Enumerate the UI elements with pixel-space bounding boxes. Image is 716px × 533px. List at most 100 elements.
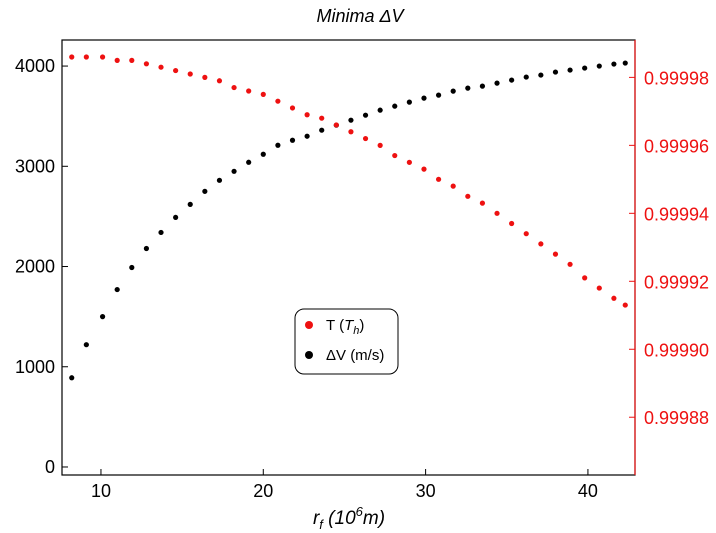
series-t [69,54,628,308]
x-tick-label: 10 [91,481,111,501]
x-axis-label-base: r [313,508,320,529]
y2-tick-label: 0.99988 [644,408,709,428]
t-point [289,105,296,111]
delta-v-point [143,245,150,252]
y-axis-left: 0 1000 2000 3000 4000 [15,56,68,477]
y2-tick-label: 0.99994 [644,204,709,224]
t-point [99,54,106,60]
delta-v-point [216,177,223,183]
delta-v-point [319,127,325,133]
x-tick-label: 30 [416,481,436,501]
t-point [216,78,223,84]
delta-v-point [69,375,75,381]
y2-tick-label: 0.99992 [644,272,709,292]
x-axis-label: rf (106m) [313,504,385,532]
t-point [173,67,179,74]
x-axis: 10 20 30 40 [91,469,598,501]
t-point [494,210,500,216]
t-point [69,54,75,60]
t-point [348,129,354,135]
delta-v-point [567,67,573,73]
t-point [246,88,252,94]
delta-v-point [596,63,602,69]
delta-v-point [231,168,237,174]
t-point [552,251,559,257]
delta-v-point [362,112,369,118]
delta-v-point [187,201,193,207]
delta-v-point [275,142,281,148]
legend: T (Th) ΔV (m/s) [294,308,399,375]
legend-box [294,308,399,375]
delta-v-point [494,80,500,86]
y-tick-label: 4000 [15,56,55,76]
x-tick-label: 20 [253,481,273,501]
y2-tick-label: 0.99998 [644,68,709,88]
delta-v-point [173,214,179,221]
delta-v-point [158,229,164,236]
delta-v-point [202,188,208,194]
t-point [582,275,588,281]
t-point [611,295,617,301]
delta-v-point [99,314,106,320]
t-point [538,241,544,247]
t-point [567,261,573,267]
delta-v-point [304,133,310,139]
t-point [83,54,89,60]
delta-v-point [582,65,588,71]
delta-v-point [450,88,456,94]
t-point [275,98,281,104]
x-axis-label-unit: m) [363,508,385,529]
chart-title: Minima ΔV [316,6,405,26]
delta-v-point [538,72,544,78]
t-point [421,166,427,172]
y-axis-right: 0.99988 0.99990 0.99992 0.99994 0.99996 0.999… [629,68,709,428]
t-point [260,91,266,97]
t-point [377,142,383,148]
t-point [319,115,325,121]
delta-v-point [622,60,628,66]
t-point [187,71,193,77]
x-tick-label: 40 [578,481,598,501]
y-tick-label: 1000 [15,357,55,377]
x-axis-label-superscript: 6 [356,504,364,519]
delta-v-point [421,95,427,101]
delta-v-point [114,286,120,293]
delta-v-point [465,85,471,91]
delta-v-point [552,69,559,75]
delta-v-point [260,151,266,157]
plot-frame [61,39,636,476]
delta-v-point [289,137,296,143]
y-tick-label: 3000 [15,156,55,176]
legend-label-t: T (Th) [326,317,364,337]
t-point [333,122,339,128]
t-point [406,159,412,165]
t-point [202,74,208,80]
t-point [392,152,398,159]
delta-v-point [129,264,135,271]
t-point [596,285,602,291]
t-point [158,64,164,70]
delta-v-point [406,99,412,105]
plot-area [61,39,636,476]
x-axis-label-subscript: f [319,517,324,532]
delta-v-point [83,342,89,348]
delta-v-point [377,107,383,113]
x-axis-label-open: (10 [323,508,356,529]
y-tick-label: 0 [45,457,55,477]
delta-v-point [509,77,515,83]
t-point [523,231,529,237]
y2-tick-label: 0.99996 [644,136,709,156]
delta-v-point [246,159,252,165]
delta-v-point [348,117,354,123]
t-point [450,183,456,189]
t-point [479,200,486,206]
t-point [304,112,310,118]
delta-v-point [611,61,617,67]
t-point [231,84,237,91]
t-point [362,135,369,142]
t-point [509,220,515,227]
delta-v-point [392,103,398,109]
delta-v-point [435,92,442,98]
legend-label-delta-v: ΔV (m/s) [326,347,384,364]
